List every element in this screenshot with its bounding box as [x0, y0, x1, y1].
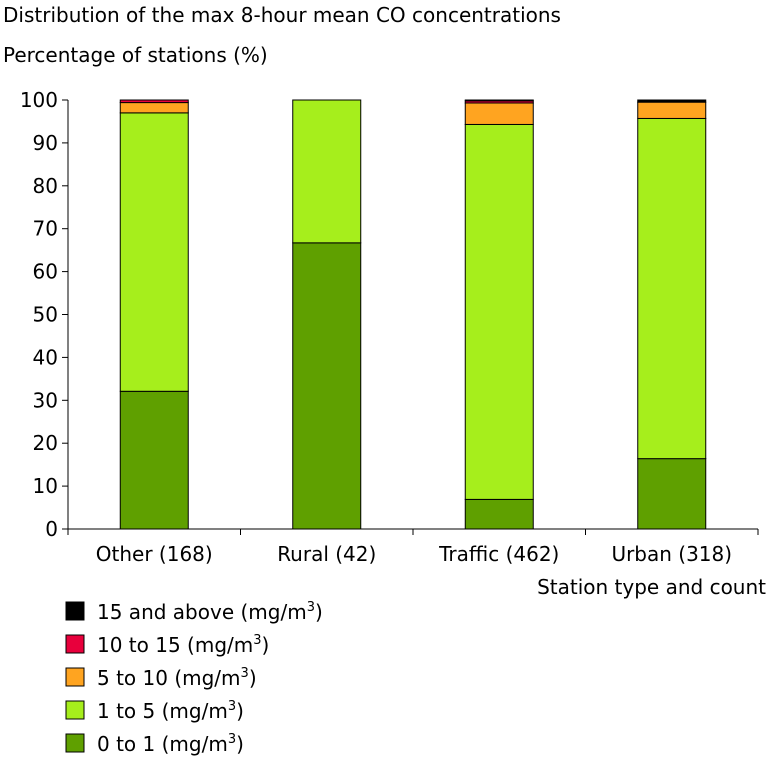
bar-3-series-2 — [637, 101, 707, 119]
bar-0-series-3 — [119, 99, 189, 104]
bar-3-series-0 — [637, 458, 707, 530]
bar-3-series-1 — [637, 117, 707, 460]
bar-1-series-0 — [292, 242, 362, 530]
x-axis-label: Station type and count — [537, 575, 766, 599]
bar-1-series-1 — [292, 99, 362, 244]
legend-label-1: 1 to 5 (mg/m3) — [97, 699, 244, 723]
y-tick-label-4: 40 — [33, 345, 58, 369]
x-tick-label-0: Other (168) — [96, 542, 213, 566]
legend-label-0: 0 to 1 (mg/m3) — [97, 732, 244, 756]
chart-title: Distribution of the max 8-hour mean CO c… — [3, 3, 561, 27]
legend-label-4: 15 and above (mg/m3) — [97, 600, 323, 624]
legend-swatch-2 — [65, 667, 85, 687]
legend-label-2: 5 to 10 (mg/m3) — [97, 666, 257, 690]
bar-0-series-1 — [119, 112, 189, 392]
bar-0-series-2 — [119, 102, 189, 114]
y-tick-label-10: 100 — [20, 88, 58, 112]
legend-swatch-0 — [65, 733, 85, 753]
y-tick-label-9: 90 — [33, 131, 58, 155]
y-tick-label-8: 80 — [33, 174, 58, 198]
y-tick-label-3: 30 — [33, 388, 58, 412]
y-tick-label-2: 20 — [33, 431, 58, 455]
legend-label-3: 10 to 15 (mg/m3) — [97, 633, 269, 657]
y-tick-label-7: 70 — [33, 217, 58, 241]
bar-0-series-0 — [119, 390, 189, 530]
legend-swatch-1 — [65, 700, 85, 720]
y-tick-label-1: 10 — [33, 474, 58, 498]
bar-2-series-1 — [464, 123, 534, 500]
bar-2-series-4 — [464, 99, 534, 102]
y-tick-label-0: 0 — [45, 517, 58, 541]
x-tick-label-3: Urban (318) — [611, 542, 732, 566]
y-axis-label: Percentage of stations (%) — [3, 43, 268, 67]
legend-swatch-3 — [65, 634, 85, 654]
y-tick-label-5: 50 — [33, 303, 58, 327]
bar-2-series-0 — [464, 498, 534, 530]
bar-3-series-4 — [637, 99, 707, 103]
y-tick-label-6: 60 — [33, 260, 58, 284]
legend-swatch-4 — [65, 601, 85, 621]
bars — [119, 99, 707, 530]
x-tick-label-1: Rural (42) — [277, 542, 376, 566]
bar-2-series-2 — [464, 102, 534, 125]
legend: 15 and above (mg/m3) 10 to 15 (mg/m3) 5 to… — [65, 600, 323, 756]
axes: 0 10 20 30 40 50 60 70 80 90 100 Other (168) Rural (… — [20, 88, 759, 566]
x-tick-label-2: Traffic (462) — [438, 542, 559, 566]
